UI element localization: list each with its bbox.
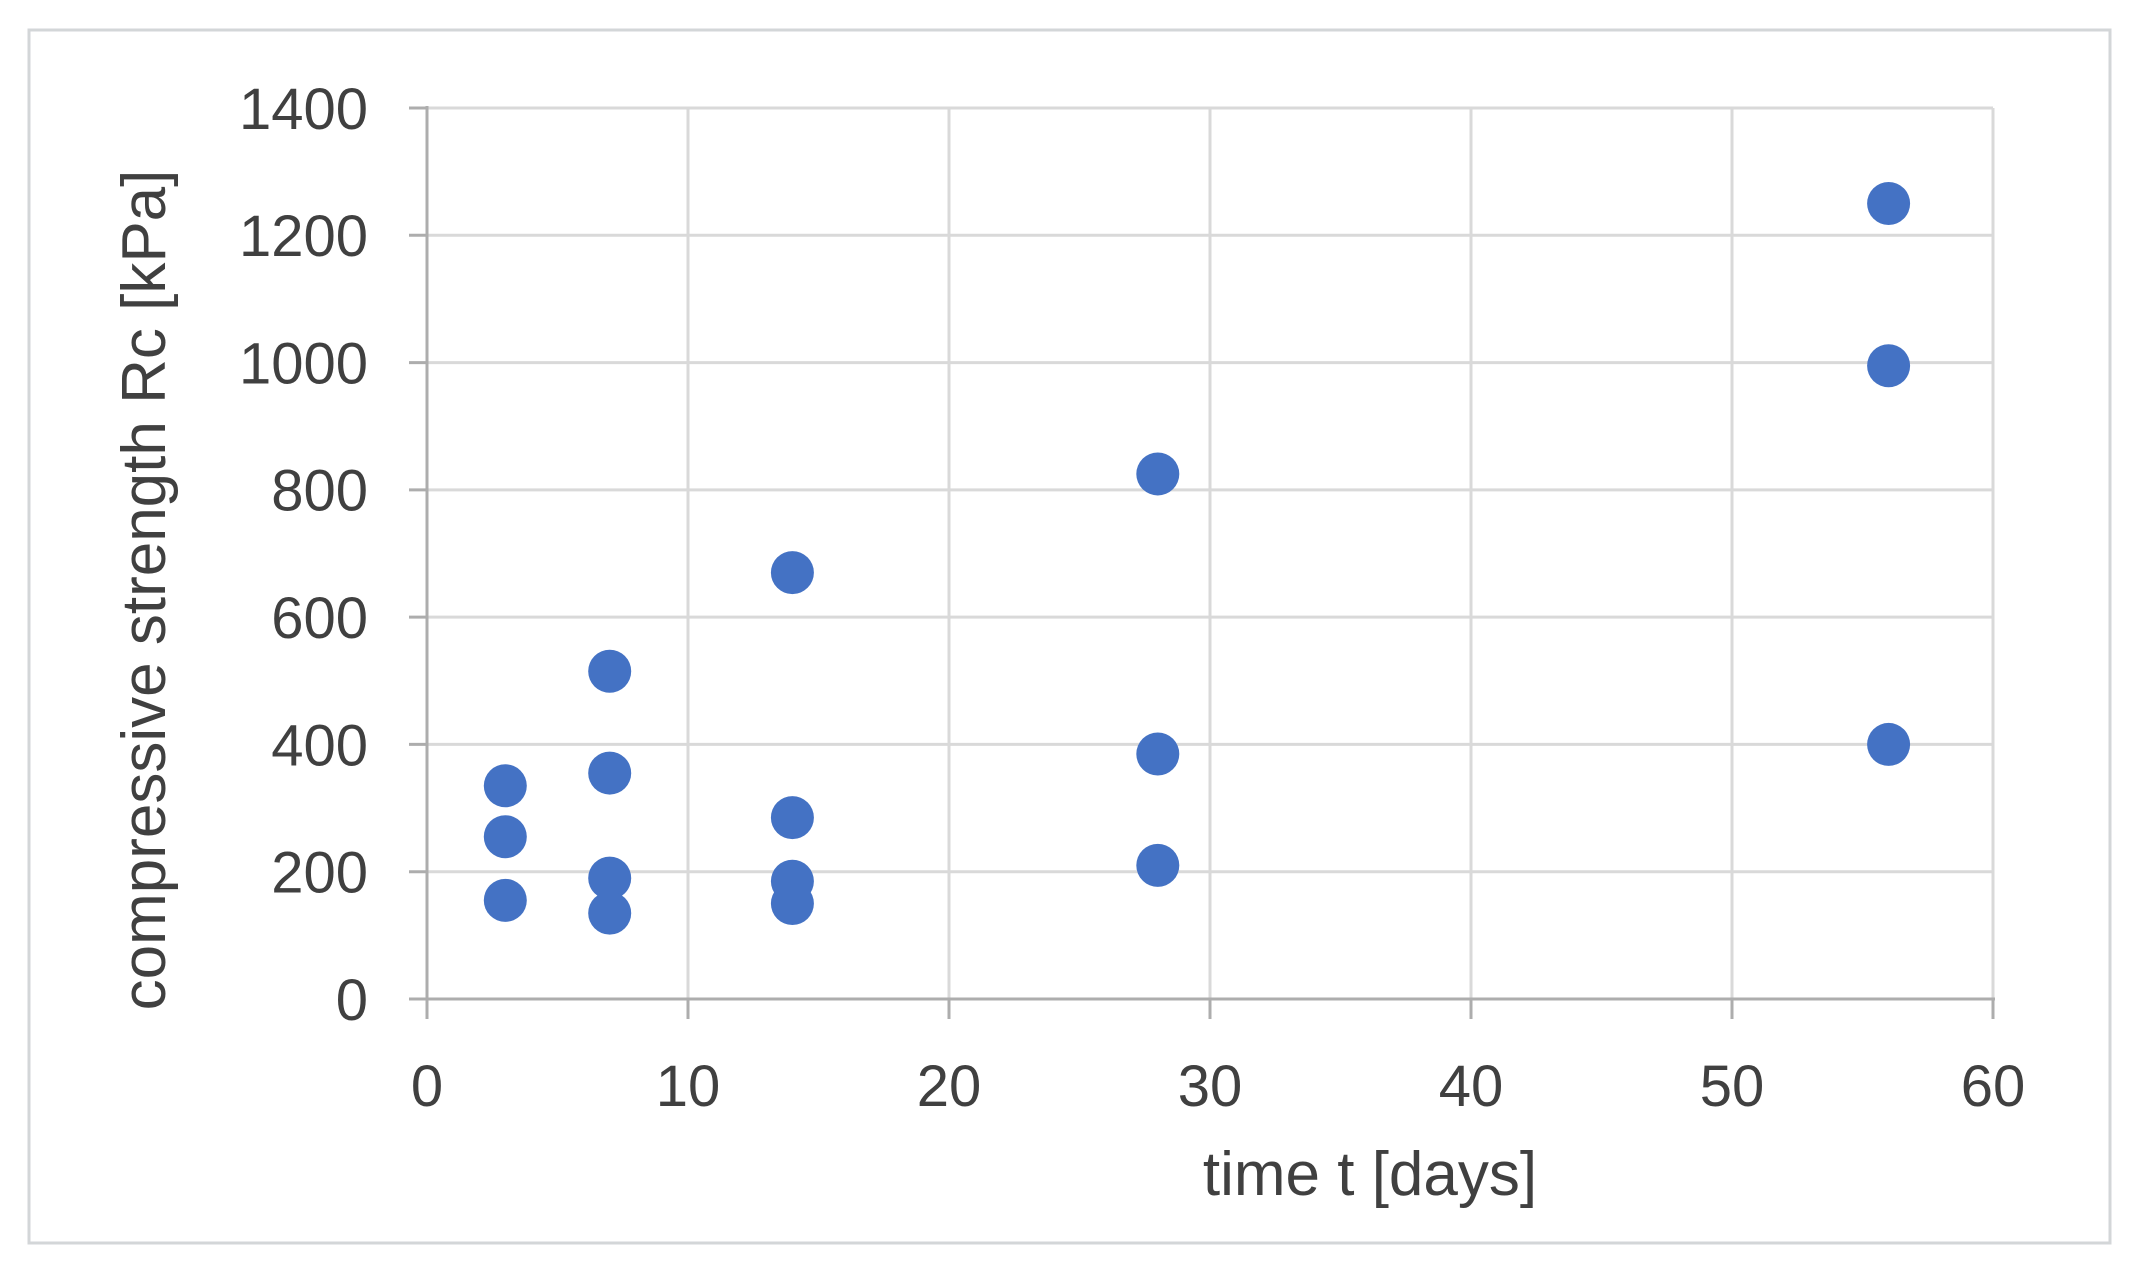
y-tick-label: 400: [271, 713, 368, 778]
y-tick-label: 1400: [239, 77, 368, 142]
x-tick-label: 20: [917, 1054, 982, 1119]
y-tick-label: 600: [271, 586, 368, 651]
data-point: [1136, 843, 1180, 887]
axes: [409, 106, 1995, 1019]
data-point: [588, 751, 632, 795]
data-points: [483, 181, 1911, 935]
data-point: [588, 856, 632, 900]
data-point: [1136, 452, 1180, 496]
y-tick-label: 200: [271, 841, 368, 906]
y-tick-label: 1000: [239, 331, 368, 396]
data-point: [483, 764, 527, 808]
data-point: [483, 815, 527, 859]
data-point: [1867, 344, 1911, 388]
data-point: [770, 882, 814, 926]
data-point: [1136, 732, 1180, 776]
data-point: [770, 551, 814, 595]
data-point: [588, 891, 632, 935]
data-point: [588, 649, 632, 693]
x-tick-label: 60: [1961, 1054, 2026, 1119]
x-tick-label: 30: [1178, 1054, 1243, 1119]
x-tick-label: 50: [1700, 1054, 1765, 1119]
y-tick-label: 0: [336, 968, 368, 1033]
data-point: [770, 796, 814, 840]
y-tick-label: 800: [271, 459, 368, 524]
x-axis-title: time t [days]: [1203, 1140, 1537, 1209]
x-tick-label: 0: [411, 1054, 443, 1119]
data-point: [1867, 181, 1911, 225]
y-tick-label: 1200: [239, 204, 368, 269]
x-tick-label: 40: [1439, 1054, 1504, 1119]
x-tick-label: 10: [656, 1054, 721, 1119]
chart-area-border: [27, 28, 2112, 1245]
data-point: [483, 878, 527, 922]
y-axis-title: compressive strength Rc [kPa]: [110, 170, 179, 1011]
data-point: [1867, 722, 1911, 766]
